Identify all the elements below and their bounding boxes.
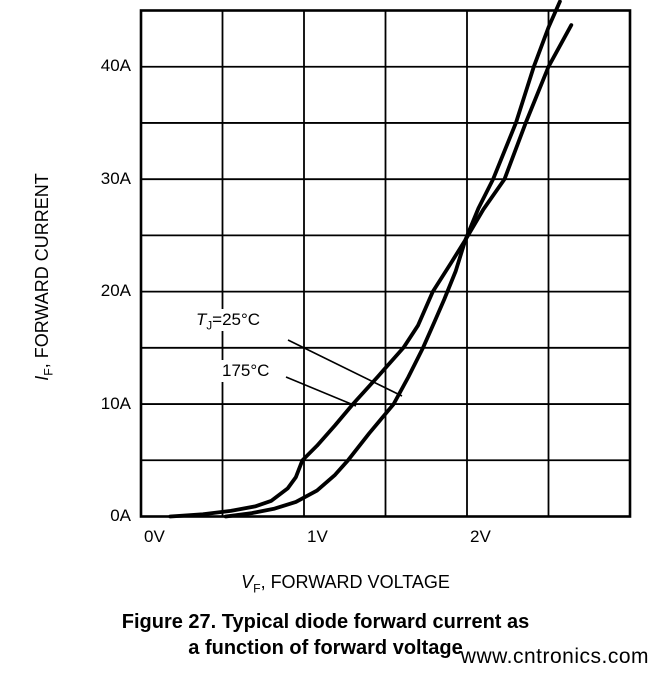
x-tick-1v: 1V bbox=[307, 527, 328, 546]
curve-label-tj-25c: TJ=25°C bbox=[193, 309, 264, 333]
y-tick-10a: 10A bbox=[100, 394, 131, 413]
x-axis-symbol: V bbox=[241, 572, 254, 592]
curve-tj-175c bbox=[168, 23, 574, 519]
figure-caption: Figure 27. Typical diode forward current… bbox=[0, 609, 651, 661]
figure-caption-line1: Figure 27. Typical diode forward current… bbox=[121, 611, 530, 633]
y-axis-label: IF, FORWARD CURRENT bbox=[30, 127, 56, 427]
x-axis-subscript: F bbox=[253, 581, 261, 596]
chart-plot bbox=[139, 0, 632, 519]
y-axis-subscript: F bbox=[41, 368, 56, 376]
plot-border bbox=[139, 9, 632, 518]
curve-tj-25c bbox=[223, 0, 562, 519]
x-axis-text: , FORWARD VOLTAGE bbox=[260, 572, 450, 592]
leader-line-25c bbox=[287, 339, 403, 397]
curve-label-175c: 175°C bbox=[219, 360, 273, 382]
x-tick-2v: 2V bbox=[470, 527, 491, 546]
x-tick-0v: 0V bbox=[144, 527, 165, 546]
curve-label-175c-text: 175°C bbox=[222, 361, 270, 380]
watermark-text: www.cntronics.com bbox=[460, 645, 649, 668]
curve-label-25c-subscript: J bbox=[206, 320, 213, 333]
grid-lines bbox=[140, 9, 631, 518]
y-tick-30a: 30A bbox=[100, 169, 131, 188]
y-axis-symbol: I bbox=[32, 375, 52, 381]
y-tick-20a: 20A bbox=[100, 281, 131, 300]
y-tick-40a: 40A bbox=[100, 56, 131, 75]
y-axis-text: , FORWARD CURRENT bbox=[32, 173, 52, 369]
x-axis-label: VF, FORWARD VOLTAGE bbox=[20, 570, 651, 596]
y-tick-0a: 0A bbox=[110, 506, 131, 525]
figure-caption-line2: a function of forward voltage bbox=[188, 637, 463, 659]
curve-label-25c-text: =25°C bbox=[212, 310, 261, 329]
curve-label-25c-symbol: T bbox=[196, 310, 207, 329]
leader-line-175c bbox=[285, 376, 357, 407]
